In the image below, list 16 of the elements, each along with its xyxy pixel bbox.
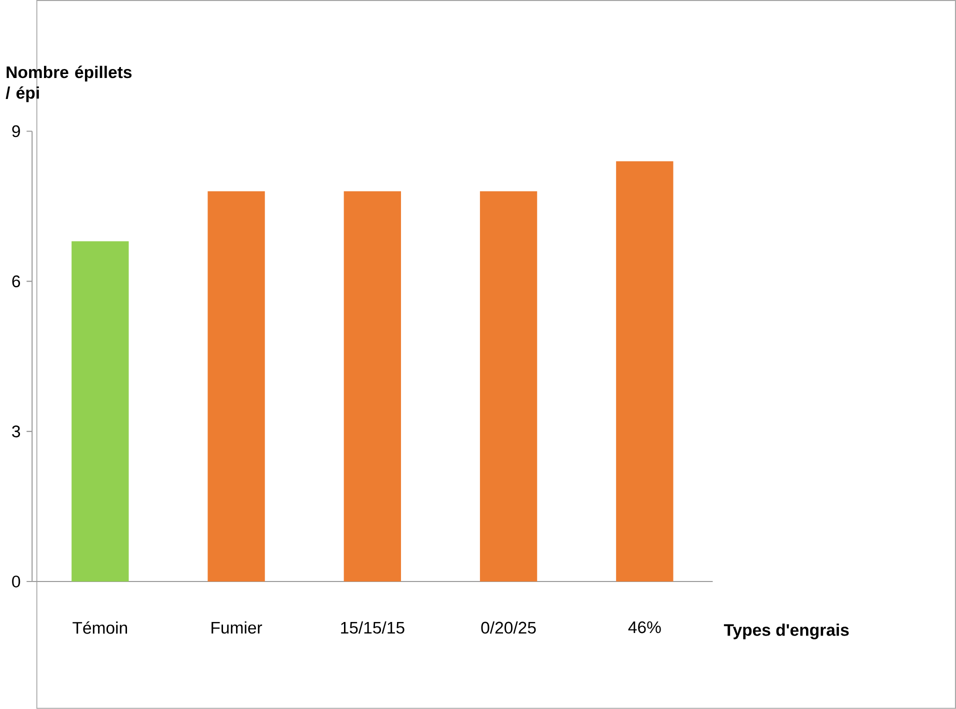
- y-tick-label: 3: [12, 426, 20, 438]
- x-tick-label: Fumier: [212, 621, 262, 634]
- x-tick-label: 15/15/15: [341, 621, 404, 634]
- x-tick-label: 0/20/25: [481, 621, 536, 634]
- y-tick-label: 9: [12, 125, 20, 138]
- y-tick-label: 0: [12, 576, 20, 588]
- bar: [480, 191, 538, 582]
- x-tick-label: Témoin: [72, 621, 127, 634]
- y-axis-title: Nombre épillets / épi: [6, 66, 132, 102]
- y-tick-label: 6: [12, 275, 20, 288]
- bar: [72, 241, 129, 582]
- bar: [616, 161, 674, 582]
- x-axis-title: Types d'engrais: [724, 624, 849, 640]
- x-tick-label: 46%: [628, 621, 661, 634]
- bar: [208, 191, 265, 582]
- bar: [344, 191, 401, 582]
